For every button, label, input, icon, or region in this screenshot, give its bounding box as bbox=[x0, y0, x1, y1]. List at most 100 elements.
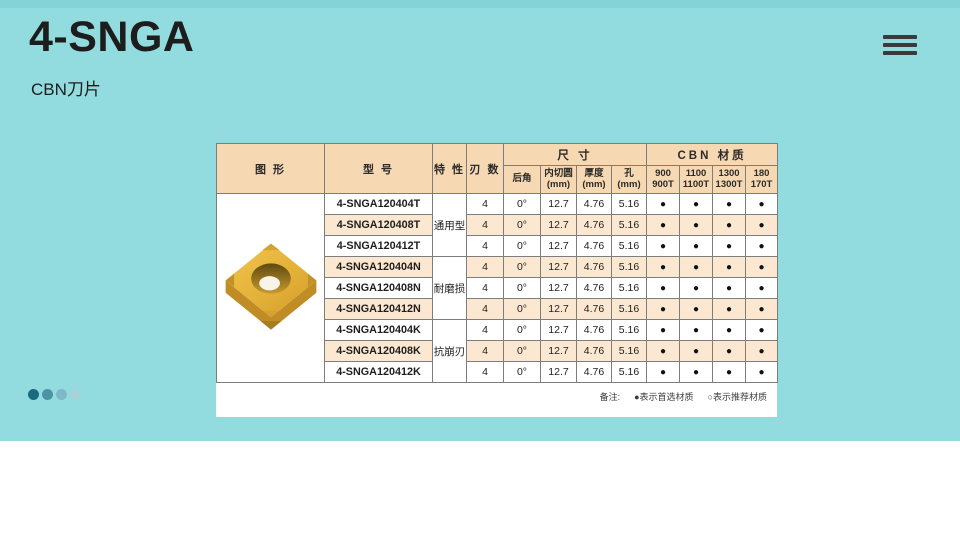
col-header-figure: 图 形 bbox=[216, 143, 325, 194]
carousel-dot-3[interactable] bbox=[56, 389, 67, 400]
cell-cbn-grade-dot: ● bbox=[712, 214, 747, 236]
cell-cbn-grade-dot: ● bbox=[646, 235, 681, 257]
cell-cbn-grade-dot: ● bbox=[712, 277, 747, 299]
cell-thickness: 4.76 bbox=[576, 235, 612, 257]
col-header-cbn-1300: 1300 1300T bbox=[712, 165, 747, 194]
carousel-dot-4[interactable] bbox=[70, 389, 81, 400]
cell-feature-group: 通用型 bbox=[432, 193, 467, 257]
cell-cbn-grade-dot: ● bbox=[646, 214, 681, 236]
footnote-recommended-material: ○表示推荐材质 bbox=[707, 392, 767, 402]
cell-cbn-grade-dot: ● bbox=[745, 193, 779, 215]
cell-cbn-grade-dot: ● bbox=[712, 319, 747, 341]
col-header-feature: 特 性 bbox=[432, 143, 467, 194]
cell-cbn-grade-dot: ● bbox=[745, 277, 779, 299]
cell-circle: 12.7 bbox=[540, 277, 577, 299]
cell-cbn-grade-dot: ● bbox=[712, 298, 747, 320]
hamburger-bar bbox=[883, 43, 917, 47]
carousel-dot-2[interactable] bbox=[42, 389, 53, 400]
product-spec-table: 图 形 型 号 特 性 刃 数 尺 寸 CBN 材质 后角 内切圆 (mm) 厚… bbox=[216, 143, 779, 383]
cell-edges: 4 bbox=[466, 193, 504, 215]
cell-circle: 12.7 bbox=[540, 361, 577, 383]
cell-angle: 0° bbox=[503, 256, 541, 278]
cell-cbn-grade-dot: ● bbox=[745, 214, 779, 236]
cell-thickness: 4.76 bbox=[576, 277, 612, 299]
cell-cbn-grade-dot: ● bbox=[646, 298, 681, 320]
cell-model: 4-SNGA120408T bbox=[324, 214, 433, 236]
footnote-prefix: 备注: bbox=[599, 392, 621, 402]
cell-thickness: 4.76 bbox=[576, 298, 612, 320]
col-header-inscribed-circle: 内切圆 (mm) bbox=[540, 165, 577, 194]
cell-model: 4-SNGA120408N bbox=[324, 277, 433, 299]
table-row: 4-SNGA120412T 4 0° 12.7 4.76 5.16 ● ● ● … bbox=[217, 235, 779, 257]
col-header-model: 型 号 bbox=[324, 143, 433, 194]
table-row: 4-SNGA120412N 4 0° 12.7 4.76 5.16 ● ● ● … bbox=[217, 298, 779, 320]
gold-insert-graphic bbox=[225, 243, 316, 330]
col-group-cbn-material: CBN 材质 bbox=[646, 143, 779, 166]
cell-model: 4-SNGA120404N bbox=[324, 256, 433, 278]
cell-thickness: 4.76 bbox=[576, 193, 612, 215]
cell-hole: 5.16 bbox=[610, 193, 648, 215]
cell-cbn-grade-dot: ● bbox=[745, 361, 779, 383]
cell-cbn-grade-dot: ● bbox=[679, 361, 714, 383]
cell-model: 4-SNGA120412N bbox=[324, 298, 433, 320]
cell-hole: 5.16 bbox=[610, 298, 648, 320]
cell-angle: 0° bbox=[503, 361, 541, 383]
cell-circle: 12.7 bbox=[540, 340, 577, 362]
cell-thickness: 4.76 bbox=[576, 340, 612, 362]
col-header-edges: 刃 数 bbox=[466, 143, 504, 194]
cell-cbn-grade-dot: ● bbox=[679, 298, 714, 320]
cell-hole: 5.16 bbox=[610, 361, 648, 383]
col-header-cbn-900: 900 900T bbox=[646, 165, 681, 194]
footnote-preferred-material: ●表示首选材质 bbox=[634, 392, 694, 402]
cell-thickness: 4.76 bbox=[576, 214, 612, 236]
cell-edges: 4 bbox=[466, 319, 504, 341]
cell-hole: 5.16 bbox=[610, 235, 648, 257]
cell-thickness: 4.76 bbox=[576, 361, 612, 383]
cell-edges: 4 bbox=[466, 361, 504, 383]
col-header-thickness: 厚度 (mm) bbox=[576, 165, 612, 194]
cell-angle: 0° bbox=[503, 319, 541, 341]
col-group-dimensions: 尺 寸 bbox=[502, 143, 648, 166]
cell-circle: 12.7 bbox=[540, 214, 577, 236]
carousel-dots bbox=[28, 389, 81, 400]
cell-circle: 12.7 bbox=[540, 256, 577, 278]
cell-model: 4-SNGA120412T bbox=[324, 235, 433, 257]
cell-cbn-grade-dot: ● bbox=[679, 235, 714, 257]
cell-cbn-grade-dot: ● bbox=[679, 277, 714, 299]
cell-angle: 0° bbox=[503, 214, 541, 236]
cutting-insert-image bbox=[218, 236, 324, 340]
cell-thickness: 4.76 bbox=[576, 256, 612, 278]
cell-cbn-grade-dot: ● bbox=[745, 319, 779, 341]
cell-angle: 0° bbox=[503, 235, 541, 257]
cell-circle: 12.7 bbox=[540, 193, 577, 215]
table-row: 4-SNGA120408T 4 0° 12.7 4.76 5.16 ● ● ● … bbox=[217, 214, 779, 236]
table-row: 4-SNGA120408K 4 0° 12.7 4.76 5.16 ● ● ● … bbox=[217, 340, 779, 362]
cell-model: 4-SNGA120412K bbox=[324, 361, 433, 383]
cell-cbn-grade-dot: ● bbox=[745, 340, 779, 362]
cell-cbn-grade-dot: ● bbox=[679, 319, 714, 341]
table-row: 4-SNGA120404N 耐磨损 4 0° 12.7 4.76 5.16 ● … bbox=[217, 256, 779, 320]
cell-edges: 4 bbox=[466, 214, 504, 236]
hamburger-menu-icon[interactable] bbox=[883, 35, 917, 55]
cell-feature-group: 耐磨损 bbox=[432, 256, 467, 320]
insert-figure-cell bbox=[216, 193, 325, 383]
cell-edges: 4 bbox=[466, 256, 504, 278]
cell-cbn-grade-dot: ● bbox=[646, 340, 681, 362]
cell-cbn-grade-dot: ● bbox=[679, 340, 714, 362]
cell-circle: 12.7 bbox=[540, 298, 577, 320]
table-row: 4-SNGA120408N 4 0° 12.7 4.76 5.16 ● ● ● … bbox=[217, 277, 779, 299]
cell-angle: 0° bbox=[503, 298, 541, 320]
hamburger-bar bbox=[883, 35, 917, 39]
cell-cbn-grade-dot: ● bbox=[646, 277, 681, 299]
cell-edges: 4 bbox=[466, 298, 504, 320]
cell-angle: 0° bbox=[503, 193, 541, 215]
cell-cbn-grade-dot: ● bbox=[745, 256, 779, 278]
cell-cbn-grade-dot: ● bbox=[679, 214, 714, 236]
slide-main-area: 4-SNGA CBN刀片 图 形 型 号 特 性 刃 数 bbox=[0, 0, 960, 441]
carousel-dot-1-active[interactable] bbox=[28, 389, 39, 400]
cell-model: 4-SNGA120404T bbox=[324, 193, 433, 215]
col-header-cbn-1100: 1100 1100T bbox=[679, 165, 714, 194]
cell-cbn-grade-dot: ● bbox=[646, 361, 681, 383]
cell-edges: 4 bbox=[466, 340, 504, 362]
